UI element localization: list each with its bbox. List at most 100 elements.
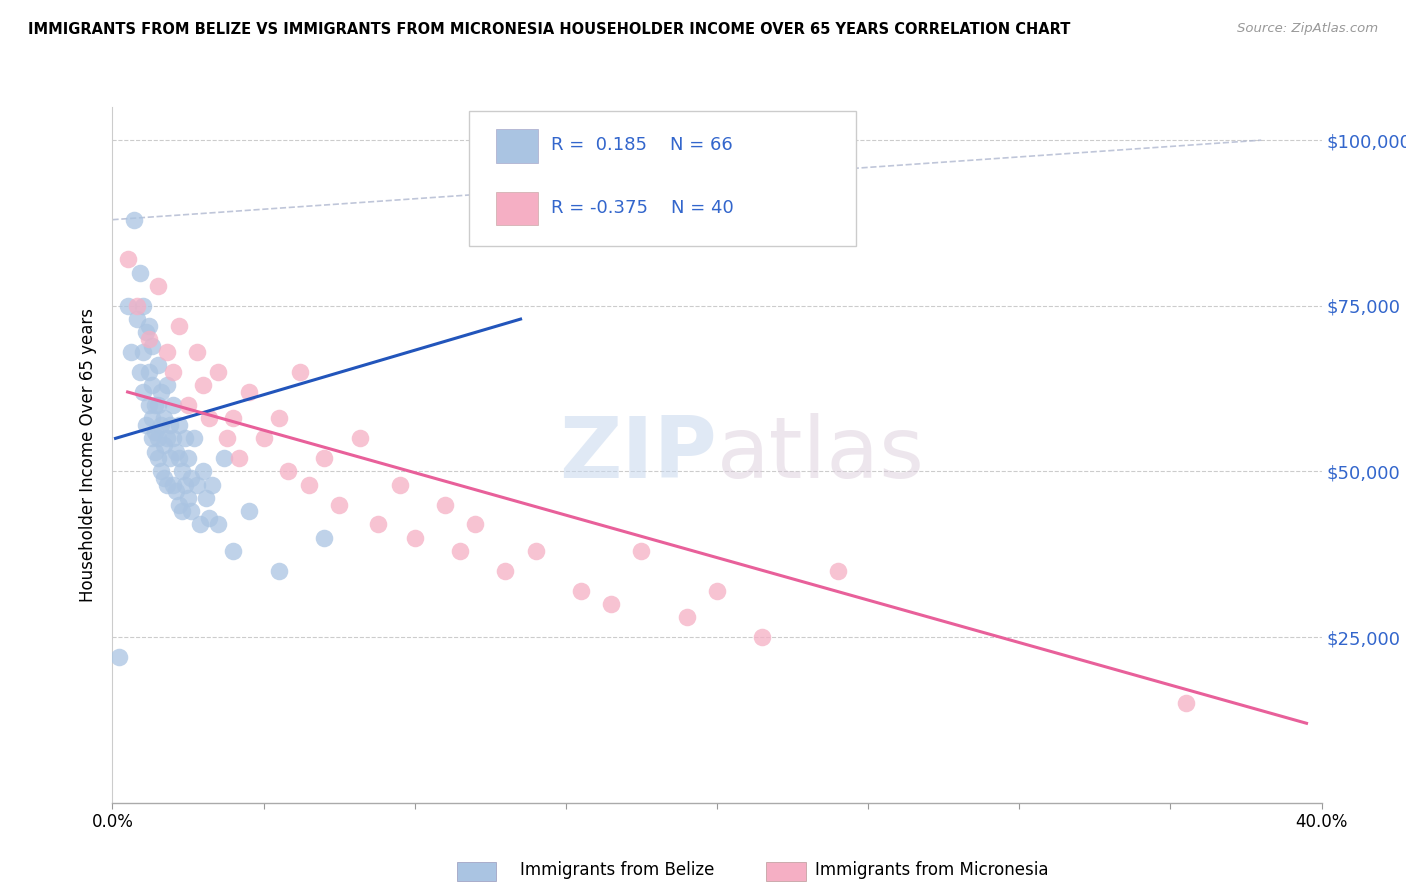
Point — [141, 378, 163, 392]
Point — [195, 491, 218, 505]
Point — [222, 544, 245, 558]
Point — [143, 444, 166, 458]
Point — [177, 491, 200, 505]
Point — [170, 504, 193, 518]
Point — [122, 212, 145, 227]
Point — [128, 365, 150, 379]
Point — [191, 465, 214, 479]
Point — [180, 471, 202, 485]
Text: Source: ZipAtlas.com: Source: ZipAtlas.com — [1237, 22, 1378, 36]
Point — [177, 398, 200, 412]
Point — [162, 431, 184, 445]
Point — [180, 504, 202, 518]
Point — [314, 451, 336, 466]
Point — [132, 345, 155, 359]
Point — [156, 345, 179, 359]
Point — [120, 345, 142, 359]
Point — [167, 451, 190, 466]
Point — [751, 630, 773, 644]
Point — [117, 299, 139, 313]
Point — [214, 451, 236, 466]
Point — [191, 378, 214, 392]
Point — [125, 299, 148, 313]
Point — [146, 398, 169, 412]
Point — [141, 431, 163, 445]
Point — [170, 465, 193, 479]
Bar — [496, 192, 538, 226]
Point — [228, 451, 250, 466]
Point — [267, 564, 290, 578]
Point — [174, 477, 197, 491]
Point — [433, 498, 456, 512]
Point — [159, 418, 181, 433]
Point — [156, 477, 179, 491]
Point — [141, 411, 163, 425]
Point — [600, 597, 623, 611]
Point — [207, 517, 229, 532]
Point — [238, 504, 260, 518]
Point — [217, 431, 239, 445]
Text: R =  0.185    N = 66: R = 0.185 N = 66 — [551, 136, 733, 154]
Point — [143, 398, 166, 412]
Point — [162, 398, 184, 412]
Point — [238, 384, 260, 399]
Point — [138, 318, 160, 333]
Point — [349, 431, 371, 445]
Point — [198, 411, 221, 425]
Point — [153, 471, 176, 485]
Bar — [496, 129, 538, 162]
Text: Immigrants from Micronesia: Immigrants from Micronesia — [815, 861, 1049, 879]
Point — [298, 477, 321, 491]
Point — [314, 531, 336, 545]
Text: ZIP: ZIP — [560, 413, 717, 497]
Text: Immigrants from Belize: Immigrants from Belize — [520, 861, 714, 879]
Point — [153, 411, 176, 425]
Point — [1174, 697, 1197, 711]
Point — [706, 583, 728, 598]
Point — [449, 544, 471, 558]
Point — [138, 365, 160, 379]
Point — [167, 418, 190, 433]
Point — [159, 451, 181, 466]
Point — [404, 531, 426, 545]
Point — [277, 465, 299, 479]
Point — [143, 425, 166, 439]
Point — [367, 517, 389, 532]
Point — [141, 338, 163, 352]
Point — [464, 517, 486, 532]
Point — [165, 484, 187, 499]
Point — [117, 252, 139, 267]
FancyBboxPatch shape — [470, 111, 856, 246]
Point — [201, 477, 224, 491]
Point — [524, 544, 547, 558]
Point — [156, 431, 179, 445]
Point — [146, 451, 169, 466]
Point — [174, 431, 197, 445]
Point — [107, 650, 129, 665]
Point — [827, 564, 849, 578]
Point — [328, 498, 350, 512]
Point — [198, 511, 221, 525]
Point — [222, 411, 245, 425]
Point — [630, 544, 652, 558]
Point — [253, 431, 276, 445]
Point — [186, 345, 208, 359]
Point — [146, 431, 169, 445]
Point — [149, 418, 172, 433]
Point — [128, 266, 150, 280]
Point — [138, 398, 160, 412]
Point — [177, 451, 200, 466]
Point — [153, 438, 176, 452]
Point — [156, 378, 179, 392]
Point — [162, 477, 184, 491]
Text: atlas: atlas — [717, 413, 925, 497]
Point — [267, 411, 290, 425]
Point — [167, 498, 190, 512]
Point — [165, 444, 187, 458]
Point — [132, 384, 155, 399]
Point — [167, 318, 190, 333]
Point — [569, 583, 592, 598]
Point — [135, 326, 157, 340]
Point — [135, 418, 157, 433]
Text: R = -0.375    N = 40: R = -0.375 N = 40 — [551, 199, 734, 217]
